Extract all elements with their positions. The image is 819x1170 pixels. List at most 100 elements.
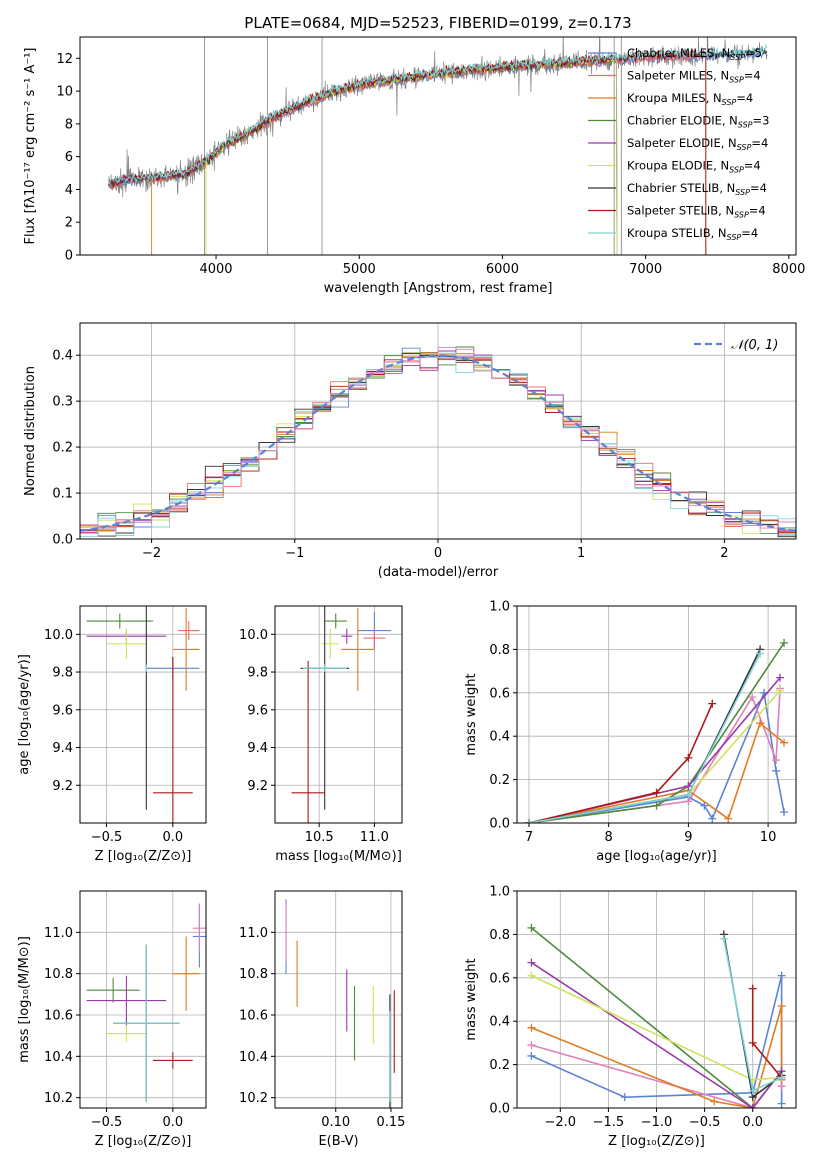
- legend-subscript: SSP: [722, 98, 737, 107]
- plus-marker: [777, 971, 786, 980]
- plus-marker: [777, 1002, 786, 1011]
- axes-spectrum: 4000 5000 6000 7000 8000 0 2 4 6 8 10 12 wavelength …: [23, 36, 805, 296]
- legend-text: =4: [736, 91, 753, 105]
- y-tick-label: 0.2: [52, 441, 73, 456]
- errorbar-point-kroupa-stelib: [113, 944, 180, 1102]
- errorbar-point-salpeter-stelib: [152, 1052, 193, 1069]
- plus-marker: [780, 738, 789, 747]
- plus-marker: [527, 1051, 536, 1060]
- plus-marker: [684, 782, 693, 791]
- histogram-pink: [80, 347, 796, 532]
- legend-text: Salpeter STELIB, N: [627, 204, 734, 218]
- errorbar-point-pink: [192, 903, 206, 953]
- y-tick-label: 11.0: [239, 926, 268, 941]
- y-tick-label: 0.0: [52, 533, 73, 548]
- x-tick-label: −1: [285, 546, 304, 561]
- x-tick-label: 1: [577, 546, 585, 561]
- y-tick-label: 6: [65, 150, 73, 165]
- plus-marker: [756, 719, 765, 728]
- plus-marker: [684, 790, 693, 799]
- y-tick-label: 4: [65, 183, 73, 198]
- y-tick-label: 0.8: [489, 928, 510, 943]
- x-axis-label: wavelength [Angstrom, rest frame]: [324, 281, 553, 296]
- axes-age_vs_mass: 10.5 11.0 9.2 9.4 9.6 9.8 10.0 mass [log₁₀(M/M⊙…: [239, 605, 403, 864]
- x-axis-label: Z [log₁₀(Z/Z⊙)]: [608, 1134, 705, 1149]
- plus-marker: [620, 1093, 629, 1102]
- x-tick-label: 0.0: [742, 1115, 763, 1130]
- y-axis-label: mass weight: [464, 958, 479, 1040]
- axes-massweight_vs_age: 7 8 9 10 0.0 0.2 0.4 0.6 0.8 1.0 age [log₁₀(age/yr…: [464, 600, 797, 864]
- legend-text: =4: [750, 181, 767, 195]
- plot-area: [80, 346, 796, 538]
- errorbar-point-kroupa-elodie: [106, 628, 147, 659]
- legend-subscript: SSP: [738, 121, 753, 130]
- axes-frame: [79, 605, 207, 824]
- axes-mass_vs_EBV: 0.10 0.15 10.2 10.4 10.6 10.8 11.0 E(B-V): [239, 890, 405, 1149]
- legend-subscript: SSP: [729, 76, 744, 85]
- y-tick-label: 9.8: [247, 666, 268, 681]
- legend-subscript: SSP: [737, 143, 752, 152]
- x-tick-label: 9: [684, 830, 692, 845]
- legend-text: Chabrier ELODIE, N: [627, 114, 738, 128]
- legend-entry: Chabrier STELIB, NSSP=4: [627, 181, 767, 197]
- plus-marker: [710, 1097, 719, 1106]
- y-tick-label: 9.6: [52, 703, 73, 718]
- model-chabrier-elodie: [108, 54, 618, 255]
- y-tick-label: 0.8: [489, 643, 510, 658]
- x-tick-label: 10.5: [305, 830, 334, 845]
- y-tick-label: 1.0: [489, 600, 510, 615]
- errorbar-point-salpeter-stelib: [152, 656, 193, 823]
- errorbar-point-salpeter-stelib: [291, 660, 325, 823]
- plus-marker: [756, 649, 765, 658]
- normal-curve: [80, 354, 796, 532]
- legend-text: Kroupa STELIB, N: [627, 226, 727, 240]
- legend-subscript: SSP: [727, 233, 742, 242]
- x-axis-label: age [log₁₀(age/yr)]: [596, 849, 717, 864]
- plot-area: [524, 638, 789, 823]
- plus-marker: [527, 971, 536, 980]
- legend-text: =3: [753, 114, 770, 128]
- legend-subscript: SSP: [730, 53, 745, 62]
- plus-marker: [748, 984, 757, 993]
- overlay: −0.5 0.0 9.2 9.4 9.6 9.8 10.0 Z [log₁₀(Z/Z⊙)] ag…: [17, 605, 207, 864]
- y-tick-label: 10.0: [239, 628, 268, 643]
- errorbar-point-salpeter-miles: [363, 628, 386, 648]
- errorbar-point-kroupa-miles: [172, 936, 200, 1011]
- plus-marker: [748, 1038, 757, 1047]
- weight-line-chabrier-elodie: [528, 642, 785, 823]
- plus-marker: [772, 756, 781, 765]
- x-tick-label: 0.15: [376, 1115, 405, 1130]
- x-tick-label: 0.10: [321, 1115, 350, 1130]
- x-tick-label: −0.5: [91, 830, 123, 845]
- y-tick-label: 9.2: [52, 779, 73, 794]
- plus-marker: [527, 923, 536, 932]
- plot-area: [527, 923, 786, 1108]
- plot-area: [86, 606, 200, 823]
- y-tick-label: 10.4: [44, 1050, 73, 1065]
- x-tick-label: 0: [434, 546, 442, 561]
- y-tick-label: 0.1: [52, 487, 73, 502]
- legend-text: =5: [745, 46, 762, 60]
- x-tick-label: 11.0: [360, 830, 389, 845]
- y-tick-label: 0.4: [52, 349, 73, 364]
- legend-text: =4: [751, 136, 768, 150]
- plus-marker: [748, 1086, 757, 1095]
- errorbar-point-chabrier-elodie: [86, 977, 140, 1003]
- plus-marker: [780, 808, 789, 817]
- y-axis-label: Flux [fλ10⁻¹⁷ erg cm⁻² s⁻¹ A⁻¹]: [23, 48, 38, 245]
- plus-marker: [524, 819, 533, 823]
- plus-marker: [527, 958, 536, 967]
- errorbar-point-salpeter-miles: [178, 621, 200, 640]
- y-tick-label: 11.0: [44, 926, 73, 941]
- plus-marker: [527, 1023, 536, 1032]
- axes-frame: [274, 605, 403, 824]
- y-tick-label: 9.6: [247, 703, 268, 718]
- errorbar-point-kroupa-miles: [341, 607, 375, 691]
- legend-entry: Salpeter ELODIE, NSSP=4: [627, 136, 768, 152]
- plus-marker: [652, 801, 661, 810]
- legend-text: Kroupa MILES, N: [627, 91, 722, 105]
- x-axis-label: (data-model)/error: [378, 565, 499, 580]
- x-axis-label: mass [log₁₀(M/M⊙)]: [275, 849, 402, 864]
